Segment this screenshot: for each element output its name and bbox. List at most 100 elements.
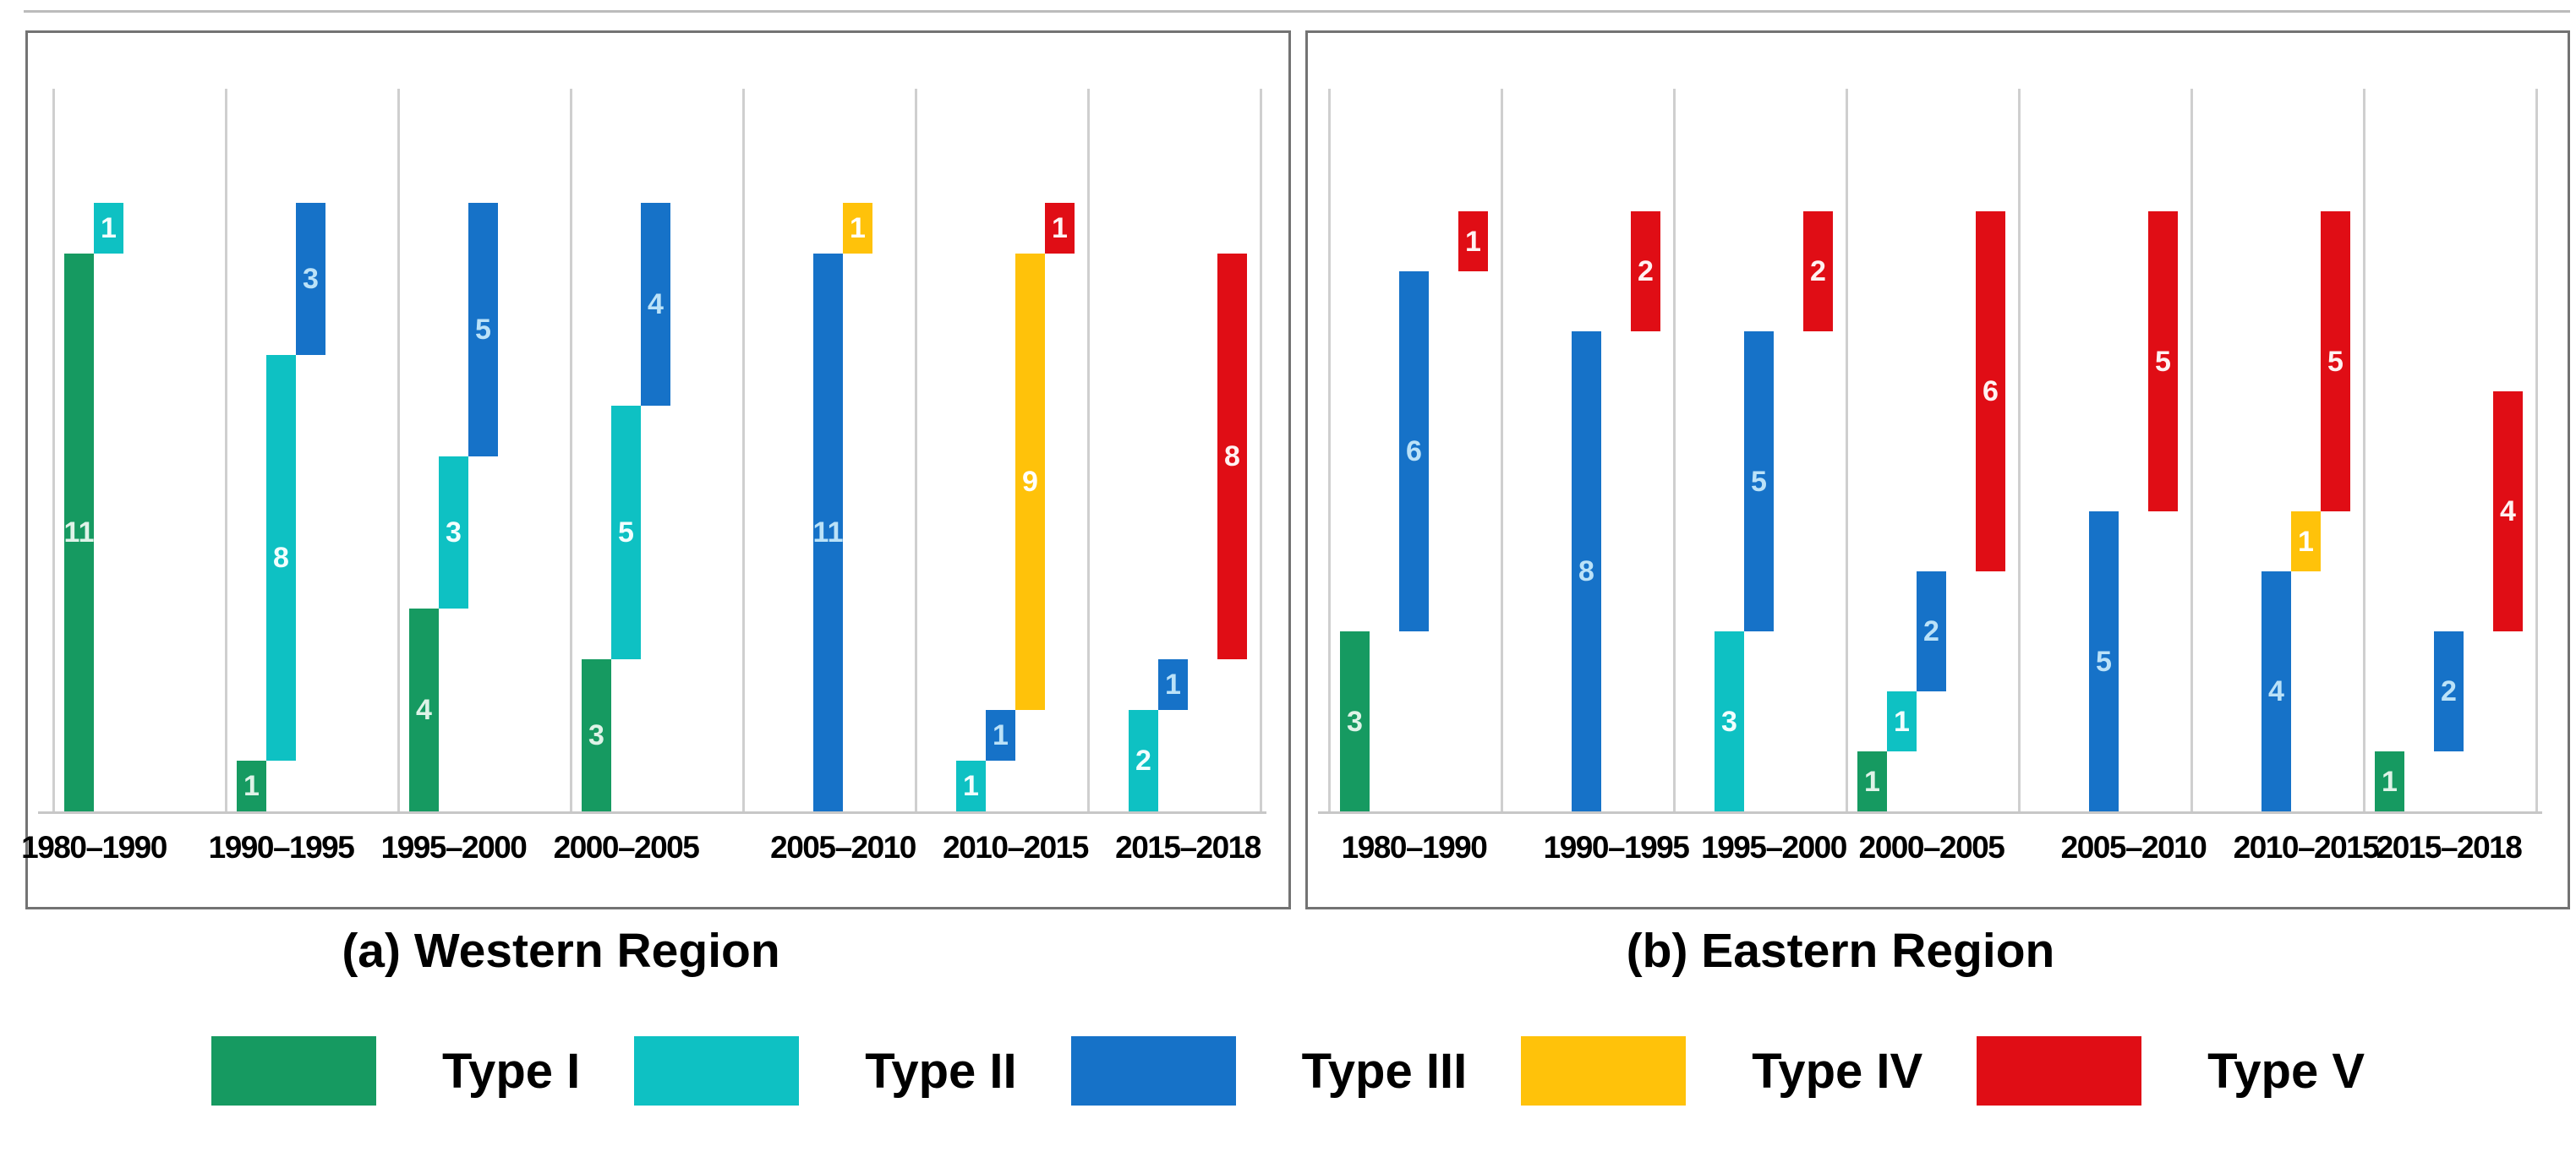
gridline [225, 89, 227, 814]
western-region-panel: 11 1 1980–1990 1 8 3 1990–1995 4 3 5 1995–2000 3 5 4 2… [21, 30, 1291, 909]
bar-value-label: 5 [2327, 345, 2344, 378]
gridline [2363, 89, 2365, 814]
legend-label: Type IV [1752, 1043, 1923, 1099]
bar-value-label: 8 [1578, 555, 1594, 587]
bar-segment: 3 [439, 456, 468, 609]
legend-label: Type II [865, 1043, 1017, 1099]
bar-value-label: 5 [1751, 465, 1767, 498]
western-region-plot: 11 1 1980–1990 1 8 3 1990–1995 4 3 5 1995–2000 3 5 4 2… [21, 33, 1288, 907]
bar-segment: 1 [986, 710, 1015, 761]
bar-value-label: 8 [273, 542, 289, 574]
x-axis-label: 2015–2018 [2376, 830, 2523, 865]
bar-value-label: 5 [2096, 645, 2112, 678]
bar-segment: 9 [1015, 254, 1045, 710]
gridline [2535, 89, 2538, 814]
bar-value-label: 2 [1135, 745, 1151, 777]
bar-segment: 8 [1572, 331, 1601, 811]
x-axis-label: 2005–2010 [2060, 830, 2207, 865]
bar-value-label: 4 [2268, 675, 2284, 707]
gridline [915, 89, 917, 814]
legend-item-type-5: Type V [1977, 1036, 2365, 1106]
bar-segment: 4 [641, 203, 670, 406]
type-2-color-swatch [634, 1036, 800, 1106]
legend: Type I Type II Type III Type IV Type V [0, 1036, 2576, 1106]
bar-segment: 5 [2321, 211, 2350, 511]
bar-value-label: 1 [2382, 765, 2398, 798]
bar-segment: 1 [1887, 691, 1917, 751]
type-3-color-swatch [1070, 1036, 1236, 1106]
x-axis-label: 2000–2005 [1858, 830, 2005, 865]
bar-value-label: 5 [475, 314, 491, 346]
x-axis-label: 1990–1995 [208, 830, 355, 865]
bar-segment: 4 [409, 609, 439, 811]
x-axis-label: 1980–1990 [21, 830, 167, 865]
eastern-region-panel: 3 6 1 1980–1990 8 2 1990–1995 3 5 2 1995–2000 1 1 2 6 2… [1305, 30, 2570, 909]
gridline [1328, 89, 1331, 814]
bar-value-label: 11 [812, 516, 844, 549]
bar-segment: 1 [2291, 511, 2321, 571]
bar-value-label: 3 [303, 263, 319, 295]
bar-segment: 8 [266, 355, 296, 761]
bar-segment: 1 [1045, 203, 1075, 254]
gridline [1673, 89, 1676, 814]
legend-item-type-1: Type I [211, 1036, 580, 1106]
x-axis-label: 1995–2000 [1701, 830, 1847, 865]
eastern-region-plot: 3 6 1 1980–1990 8 2 1990–1995 3 5 2 1995–2000 1 1 2 6 2… [1308, 33, 2568, 907]
bar-value-label: 1 [1465, 225, 1481, 258]
bar-value-label: 4 [648, 288, 664, 320]
x-axis-label: 2015–2018 [1115, 830, 1261, 865]
bar-segment: 2 [1917, 571, 1946, 691]
type-1-color-swatch [211, 1036, 376, 1106]
type-4-color-swatch [1521, 1036, 1687, 1106]
bar-value-label: 2 [1638, 255, 1654, 287]
bar-value-label: 3 [1721, 705, 1737, 738]
gridline [570, 89, 572, 814]
x-axis-label: 1990–1995 [1543, 830, 1690, 865]
gridline [1501, 89, 1503, 814]
x-axis-label: 1980–1990 [1341, 830, 1488, 865]
bar-value-label: 1 [243, 770, 260, 802]
bar-value-label: 5 [2155, 345, 2171, 378]
gridline [397, 89, 400, 814]
bar-value-label: 11 [63, 516, 95, 549]
bar-value-label: 6 [1983, 375, 1999, 407]
bar-segment: 1 [1458, 211, 1488, 271]
bar-value-label: 1 [1864, 765, 1880, 798]
bar-segment: 1 [1857, 751, 1887, 811]
bar-segment: 5 [611, 406, 641, 659]
bar-segment: 4 [2262, 571, 2291, 811]
gridline [1260, 89, 1262, 814]
bar-value-label: 2 [1810, 255, 1826, 287]
bar-value-label: 4 [2500, 495, 2516, 527]
bar-segment: 1 [956, 761, 986, 811]
bar-segment: 2 [1129, 710, 1158, 811]
bar-segment: 1 [2375, 751, 2404, 811]
bar-segment: 11 [64, 254, 94, 811]
legend-label: Type V [2207, 1043, 2365, 1099]
bar-segment: 5 [1744, 331, 1774, 631]
bar-value-label: 2 [2441, 675, 2457, 707]
x-axis-label: 2005–2010 [770, 830, 916, 865]
bar-value-label: 3 [446, 516, 462, 549]
gridline [1087, 89, 1090, 814]
bar-value-label: 2 [1923, 615, 1939, 647]
bar-value-label: 1 [101, 212, 117, 244]
legend-item-type-3: Type III [1070, 1036, 1467, 1106]
bar-value-label: 8 [1224, 440, 1240, 472]
x-axis-line [38, 811, 1266, 814]
gridline [2190, 89, 2193, 814]
bar-value-label: 9 [1022, 466, 1038, 498]
bar-segment: 2 [1631, 211, 1660, 331]
bar-value-label: 6 [1406, 435, 1422, 467]
bar-segment: 1 [843, 203, 872, 254]
eastern-panel-caption: (b) Eastern Region [1626, 924, 2055, 978]
bar-value-label: 1 [2298, 525, 2314, 558]
bar-value-label: 1 [1052, 212, 1068, 244]
bar-segment: 5 [2148, 211, 2178, 511]
bar-value-label: 4 [416, 694, 432, 726]
bar-segment: 6 [1976, 211, 2005, 571]
bar-segment: 2 [2434, 631, 2464, 751]
gridline [1846, 89, 1848, 814]
legend-item-type-4: Type IV [1521, 1036, 1922, 1106]
